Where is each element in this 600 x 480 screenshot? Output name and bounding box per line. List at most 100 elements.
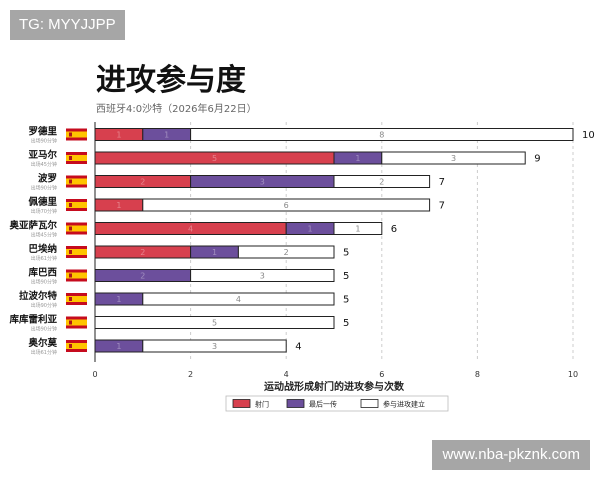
spain-flag-icon: [66, 340, 87, 352]
bar-segment: [333, 222, 383, 235]
spain-flag-icon: [66, 316, 87, 329]
player-name: 波罗: [38, 173, 57, 185]
x-tick-label: 6: [379, 370, 384, 379]
segment-value-label: 2: [140, 272, 145, 281]
x-tick-label: 8: [475, 370, 480, 379]
total-value-label: 9: [534, 154, 540, 165]
legend-box: [225, 395, 449, 412]
segment-value-label: 3: [451, 154, 456, 163]
x-tick-label: 10: [568, 370, 578, 379]
segment-value-label: 2: [140, 178, 145, 187]
legend-label: 参与进攻建立: [383, 400, 425, 409]
segment-value-label: 3: [260, 272, 265, 281]
x-tick-label: 0: [92, 370, 97, 379]
segment-value-label: 3: [212, 342, 217, 351]
total-value-label: 4: [295, 342, 301, 353]
x-axis: 0 2 4 6 8 10: [92, 122, 578, 379]
player-name: 拉波尔特: [19, 290, 58, 302]
segment-value-label: 5: [212, 154, 217, 163]
player-name: 罗德里: [28, 126, 57, 138]
segment-value-label: 2: [140, 248, 145, 257]
spain-flag-icon: [66, 175, 87, 188]
spain-flag-icon: [66, 269, 87, 282]
legend-swatch: [286, 399, 305, 408]
total-value-label: 7: [439, 201, 445, 212]
total-value-label: 10: [582, 130, 595, 141]
spain-flag-icon: [66, 222, 87, 235]
segment-value-label: 2: [379, 178, 384, 187]
player-name: 奥尔莫: [27, 337, 57, 349]
bar-segment: [142, 292, 335, 306]
legend-swatch: [232, 399, 251, 408]
total-value-label: 5: [343, 295, 349, 306]
legend: 射门 最后一传 参与进攻建立: [225, 395, 449, 412]
player-minutes: 出场90分钟: [31, 302, 57, 309]
spain-flag-icon: [66, 246, 87, 258]
segment-value-label: 1: [355, 225, 360, 234]
segment-value-label: 1: [355, 154, 360, 163]
segment-value-label: 4: [236, 295, 241, 304]
bar-segment: [142, 339, 287, 353]
segment-value-label: 4: [188, 225, 193, 234]
chart-title: 进攻参与度: [96, 63, 246, 98]
segment-value-label: 1: [116, 201, 121, 210]
player-minutes: 出场90分钟: [31, 279, 57, 286]
player-name: 亚马尔: [28, 149, 57, 161]
segment-value-label: 5: [212, 319, 217, 328]
x-axis-label: 运动战形成射门的进攻参与次数: [264, 380, 405, 393]
player-minutes: 出场61分钟: [31, 255, 57, 262]
segment-value-label: 1: [116, 131, 121, 140]
player-minutes: 出场61分钟: [31, 349, 57, 356]
bar-segment: [333, 175, 431, 188]
total-value-label: 5: [343, 248, 349, 259]
segment-value-label: 8: [379, 131, 384, 140]
x-tick-label: 2: [188, 370, 193, 379]
bar-segment: [381, 151, 526, 165]
segment-value-label: 2: [284, 248, 289, 257]
player-name: 佩德里: [28, 196, 57, 208]
watermark-top: TG: MYYJJPP: [10, 10, 125, 40]
bar-segment: [190, 128, 574, 141]
player-name: 巴埃纳: [28, 243, 57, 255]
player-name: 奥亚萨瓦尔: [8, 220, 57, 232]
player-minutes: 出场45分钟: [31, 232, 57, 239]
spain-flag-icon: [66, 152, 87, 164]
player-minutes: 出场90分钟: [31, 326, 57, 333]
legend-swatch: [360, 399, 379, 408]
segment-value-label: 3: [260, 178, 265, 187]
spain-flag-icon: [66, 199, 87, 211]
bar-segment: [237, 245, 335, 259]
legend-label: 射门: [255, 400, 269, 409]
spain-flag-icon: [66, 293, 87, 305]
segment-value-label: 1: [116, 342, 121, 351]
total-value-label: 6: [391, 224, 397, 235]
chart-subtitle: 西班牙4:0沙特（2026年6月22日）: [96, 102, 257, 115]
player-minutes: 出场90分钟: [31, 185, 57, 192]
total-value-label: 7: [439, 177, 445, 188]
total-value-label: 5: [343, 271, 349, 282]
watermark-bottom: www.nba-pkznk.com: [432, 440, 590, 470]
segment-value-label: 1: [116, 295, 121, 304]
player-minutes: 出场90分钟: [31, 138, 57, 145]
spain-flag-icon: [66, 128, 87, 141]
segment-value-label: 1: [164, 131, 169, 140]
x-tick-label: 4: [284, 370, 289, 379]
segment-value-label: 1: [212, 248, 217, 257]
bar-segment: [190, 269, 335, 282]
player-name: 库巴西: [27, 267, 57, 279]
legend-label: 最后一传: [309, 400, 337, 409]
segment-value-label: 1: [308, 225, 313, 234]
segment-value-label: 6: [284, 201, 289, 210]
total-value-label: 5: [343, 318, 349, 329]
